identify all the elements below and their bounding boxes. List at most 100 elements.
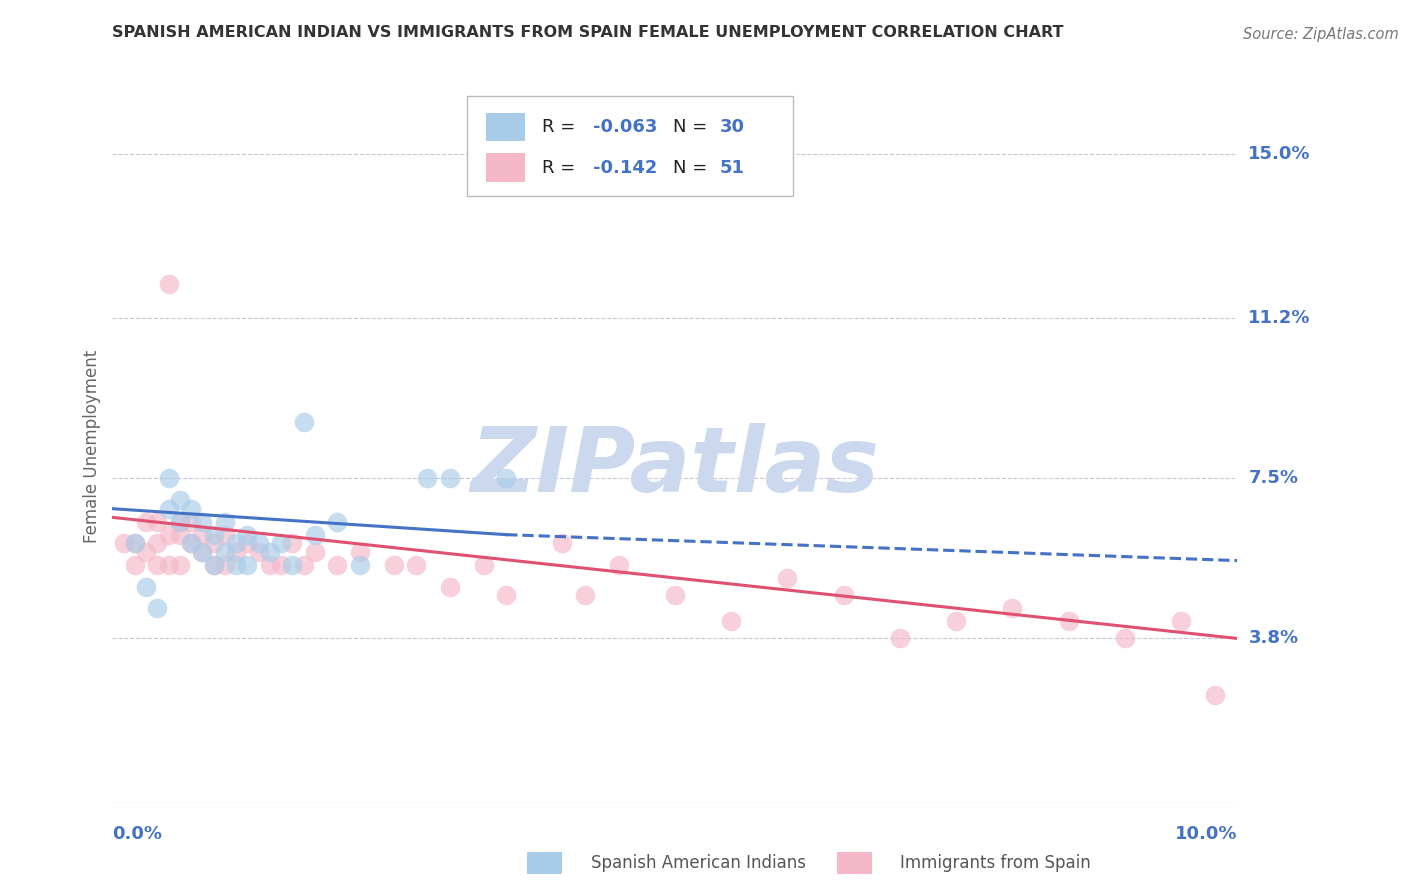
FancyBboxPatch shape: [486, 153, 526, 182]
Point: [1170, 614, 1192, 628]
Point: [214, 545, 236, 559]
Point: [180, 501, 202, 516]
Point: [236, 558, 259, 572]
Point: [349, 558, 371, 572]
Text: -0.063: -0.063: [593, 118, 657, 136]
Text: N =: N =: [672, 118, 713, 136]
Point: [124, 558, 146, 572]
Point: [157, 558, 180, 572]
Point: [439, 580, 461, 594]
Text: 11.2%: 11.2%: [1249, 310, 1310, 327]
Point: [225, 558, 247, 572]
Point: [124, 536, 146, 550]
Point: [664, 588, 686, 602]
Point: [495, 588, 517, 602]
Text: N =: N =: [672, 159, 713, 177]
Point: [191, 527, 214, 541]
Point: [135, 580, 157, 594]
Point: [382, 558, 405, 572]
Point: [259, 558, 281, 572]
Point: [945, 614, 967, 628]
Point: [191, 545, 214, 559]
Text: Source: ZipAtlas.com: Source: ZipAtlas.com: [1243, 27, 1399, 42]
Point: [776, 571, 799, 585]
Point: [720, 614, 742, 628]
Point: [157, 471, 180, 485]
Point: [236, 527, 259, 541]
Point: [146, 601, 169, 615]
Point: [281, 536, 304, 550]
Point: [202, 558, 225, 572]
Point: [551, 536, 574, 550]
Point: [135, 515, 157, 529]
Point: [259, 545, 281, 559]
Point: [416, 471, 439, 485]
Point: [135, 545, 157, 559]
Point: [1114, 632, 1136, 646]
Text: ZIPatlas: ZIPatlas: [471, 424, 879, 511]
Point: [1057, 614, 1080, 628]
Point: [202, 558, 225, 572]
Point: [405, 558, 427, 572]
Point: [146, 536, 169, 550]
Point: [247, 536, 270, 550]
Point: [607, 558, 630, 572]
Point: [349, 545, 371, 559]
Text: 30: 30: [720, 118, 745, 136]
Point: [180, 536, 202, 550]
Point: [146, 558, 169, 572]
Point: [202, 536, 225, 550]
Point: [214, 515, 236, 529]
Text: Immigrants from Spain: Immigrants from Spain: [900, 855, 1091, 872]
Point: [157, 277, 180, 291]
Point: [270, 558, 292, 572]
Point: [326, 558, 349, 572]
Text: -0.142: -0.142: [593, 159, 657, 177]
FancyBboxPatch shape: [467, 96, 793, 196]
Point: [124, 536, 146, 550]
Point: [157, 501, 180, 516]
Point: [202, 527, 225, 541]
Point: [191, 545, 214, 559]
Point: [157, 527, 180, 541]
Point: [214, 558, 236, 572]
Point: [169, 515, 191, 529]
Point: [304, 545, 326, 559]
Point: [146, 515, 169, 529]
Point: [169, 515, 191, 529]
Point: [472, 558, 495, 572]
Point: [214, 527, 236, 541]
Point: [1001, 601, 1024, 615]
Text: 10.0%: 10.0%: [1175, 825, 1237, 843]
Point: [247, 545, 270, 559]
Text: 3.8%: 3.8%: [1249, 630, 1299, 648]
Point: [439, 471, 461, 485]
Point: [889, 632, 911, 646]
Point: [236, 536, 259, 550]
Point: [281, 558, 304, 572]
Point: [1204, 688, 1226, 702]
Point: [169, 558, 191, 572]
Text: 51: 51: [720, 159, 745, 177]
Point: [180, 515, 202, 529]
Point: [169, 527, 191, 541]
Point: [292, 558, 315, 572]
Point: [304, 527, 326, 541]
Point: [112, 536, 135, 550]
Point: [832, 588, 855, 602]
Point: [169, 493, 191, 508]
Text: Spanish American Indians: Spanish American Indians: [591, 855, 806, 872]
Point: [326, 515, 349, 529]
Point: [225, 536, 247, 550]
Text: R =: R =: [543, 118, 581, 136]
FancyBboxPatch shape: [486, 112, 526, 141]
Point: [191, 515, 214, 529]
Point: [225, 545, 247, 559]
Text: 7.5%: 7.5%: [1249, 469, 1298, 487]
Point: [495, 471, 517, 485]
Point: [180, 536, 202, 550]
Text: SPANISH AMERICAN INDIAN VS IMMIGRANTS FROM SPAIN FEMALE UNEMPLOYMENT CORRELATION: SPANISH AMERICAN INDIAN VS IMMIGRANTS FR…: [112, 25, 1064, 40]
Text: R =: R =: [543, 159, 581, 177]
Text: 0.0%: 0.0%: [112, 825, 163, 843]
Point: [270, 536, 292, 550]
